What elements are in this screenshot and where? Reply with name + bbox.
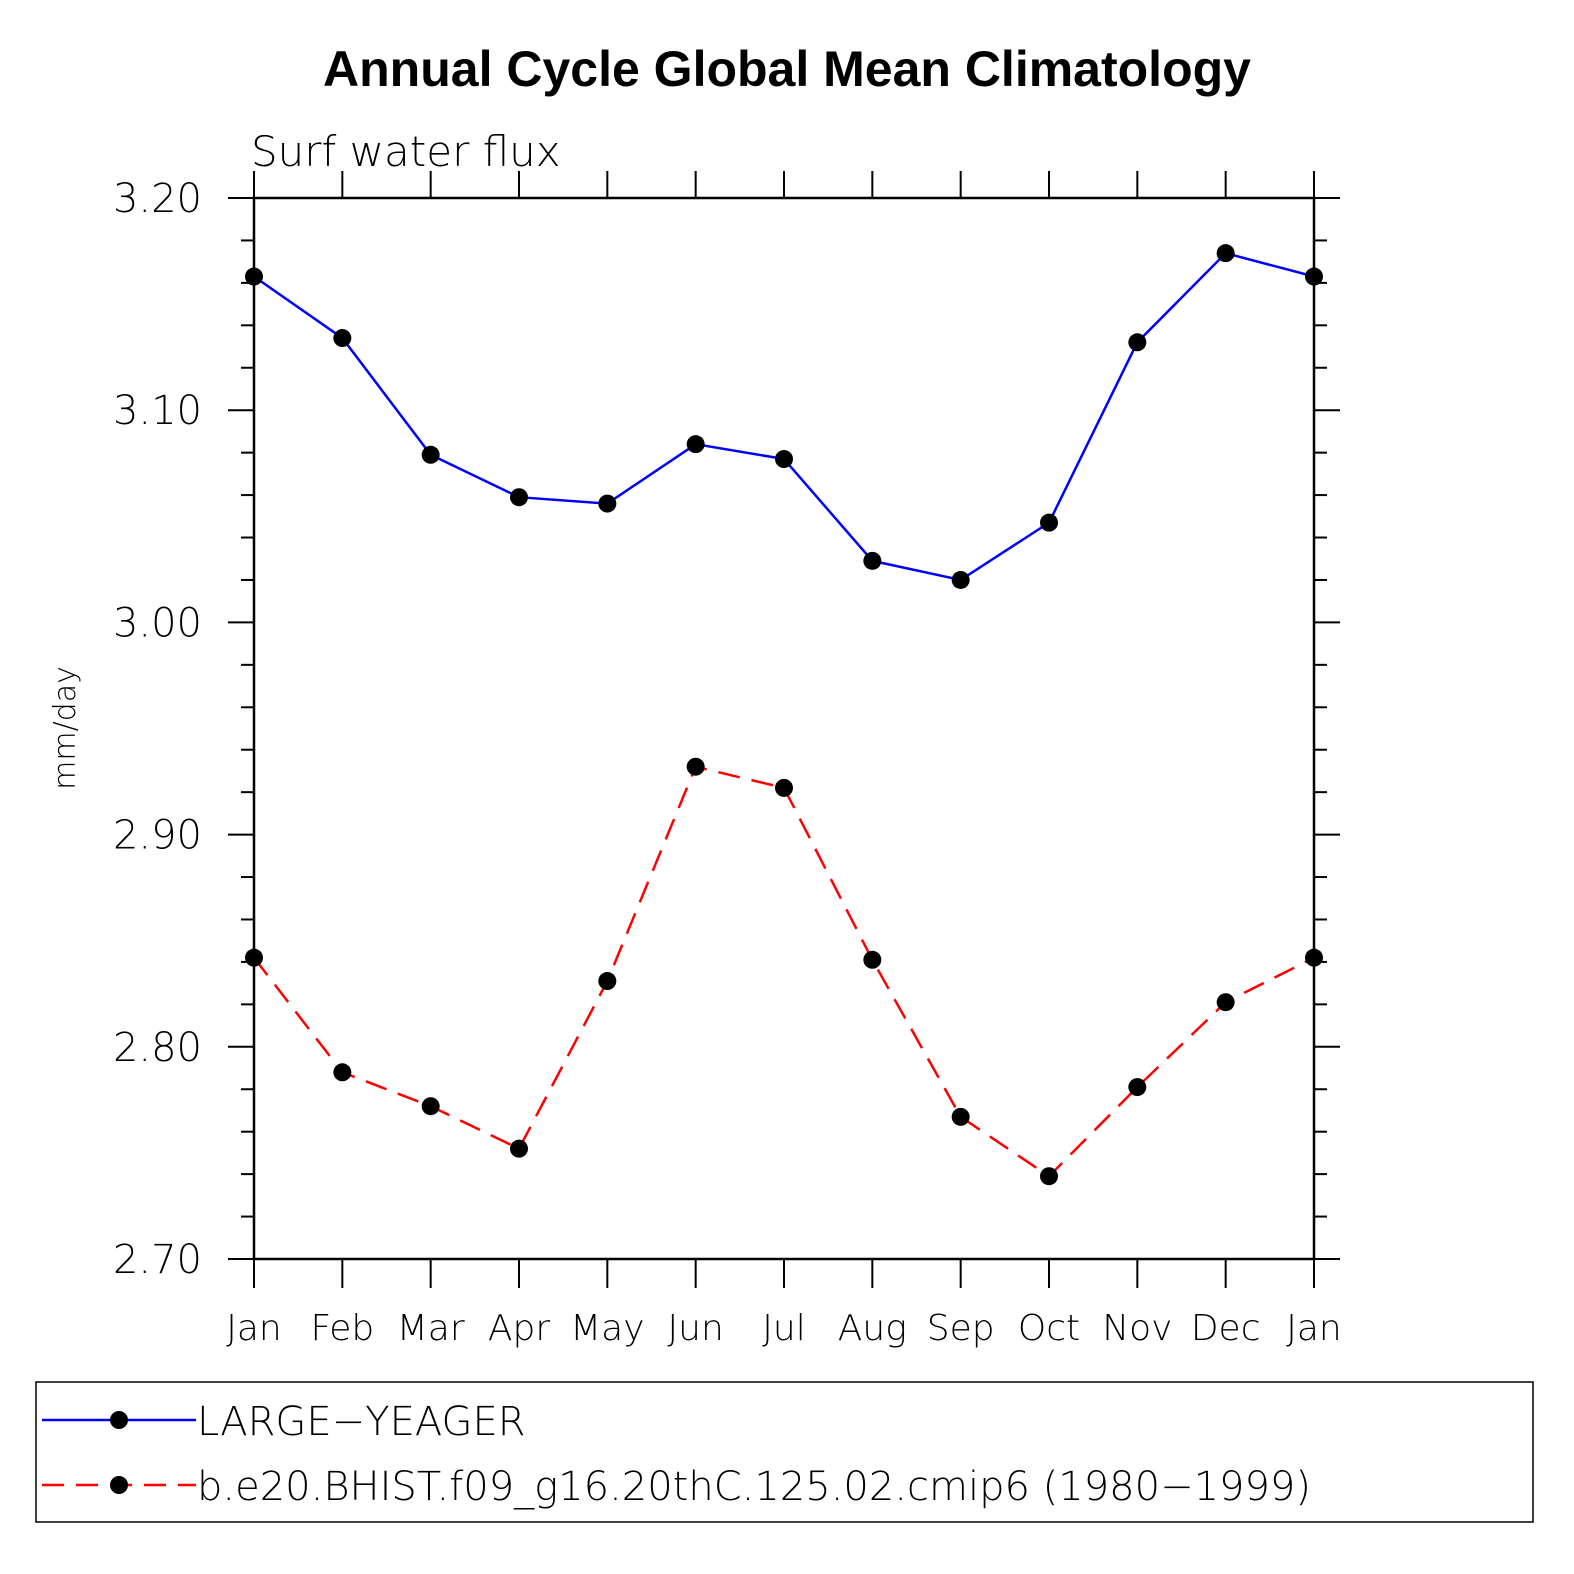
data-point [863,551,882,570]
series-line [253,251,1315,582]
data-point [1305,267,1323,286]
x-tick-label: Apr [488,1308,550,1349]
data-point [421,445,440,464]
legend-marker [110,1476,128,1494]
data-point [598,972,617,991]
legend-marker [110,1411,128,1429]
data-point [333,329,352,348]
chart-title: Annual Cycle Global Mean Climatology [323,41,1251,97]
data-point [245,948,263,967]
x-tick-label: Feb [310,1308,374,1349]
series-line [253,765,1315,1178]
y-tick-label: 2.70 [113,1237,202,1283]
legend-label: b.e20.BHIST.f09_g16.20thC.125.02.cmip6 (… [197,1464,1311,1510]
y-tick-label: 2.80 [113,1025,202,1071]
x-tick-label: May [570,1308,644,1349]
x-tick-label: Jul [762,1308,805,1349]
data-point [510,1139,528,1158]
data-point [245,267,263,286]
data-point [1128,333,1147,352]
y-tick-label: 2.90 [113,813,202,859]
x-tick-label: Jan [1286,1308,1342,1349]
data-point [1216,993,1235,1012]
data-point [686,757,705,776]
data-point [951,1107,970,1126]
axes: 2.70 2.80 2.90 3.00 3.10 3.20 Jan Feb Mar Apr May J… [113,171,1342,1349]
data-point [421,1097,440,1116]
data-point [686,435,705,454]
legend-entries: LARGE−YEAGER b.e20.BHIST.f09_g16.20thC.12… [42,1399,1311,1510]
chart-subtitle: Surf water flux [251,127,561,176]
x-tick-label: Oct [1018,1308,1080,1349]
x-tick-label: Aug [838,1308,907,1349]
x-tick-label: Sep [927,1308,995,1349]
series-0 [245,244,1323,589]
data-point [1305,948,1323,967]
data-point [1128,1078,1147,1097]
data-point [951,570,970,589]
x-tick-label: Jun [668,1308,724,1349]
legend-box [35,1381,1534,1523]
x-tick-label: Dec [1191,1308,1261,1349]
y-axis-label: mm/day [48,666,83,790]
data-point [775,450,793,469]
y-tick-label: 3.20 [113,176,202,222]
x-tick-label: Mar [397,1308,465,1349]
data-point [1040,513,1058,532]
data-point [598,494,617,513]
y-tick-label: 3.00 [113,600,202,646]
series-1 [245,757,1323,1186]
data-point [775,778,793,797]
x-tick-label: Jan [226,1308,282,1349]
data-point [333,1063,352,1082]
x-tick-label: Nov [1102,1308,1172,1349]
legend-label: LARGE−YEAGER [197,1399,526,1445]
data-point [1216,244,1235,263]
data-point [863,950,882,969]
legend: LARGE−YEAGER b.e20.BHIST.f09_g16.20thC.12… [35,1381,1534,1523]
y-tick-label: 3.10 [113,388,202,434]
series-layer [245,244,1323,1186]
data-point [1040,1167,1058,1186]
data-point [510,488,528,507]
